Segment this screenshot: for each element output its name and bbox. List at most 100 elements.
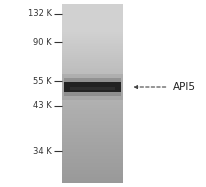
Bar xyxy=(62,166,123,167)
Bar xyxy=(62,13,123,14)
Bar xyxy=(62,68,123,69)
Bar xyxy=(62,16,123,17)
Bar xyxy=(62,71,123,72)
Bar xyxy=(62,159,123,160)
Text: 55 K: 55 K xyxy=(33,77,52,86)
Bar xyxy=(62,30,123,31)
Bar xyxy=(62,102,123,103)
Bar xyxy=(62,82,123,83)
Bar xyxy=(62,140,123,141)
Bar xyxy=(62,123,123,124)
Bar xyxy=(62,98,123,99)
Bar xyxy=(62,141,123,142)
Bar xyxy=(62,36,123,37)
Bar xyxy=(62,52,123,53)
Bar xyxy=(62,164,123,165)
Bar xyxy=(62,38,123,39)
Bar xyxy=(62,58,123,59)
Bar xyxy=(62,163,123,164)
Bar xyxy=(62,64,123,65)
Bar xyxy=(62,145,123,146)
Bar xyxy=(62,167,123,168)
Bar xyxy=(62,79,123,80)
Bar xyxy=(62,77,123,78)
Bar xyxy=(62,69,123,70)
Bar xyxy=(62,73,123,74)
Bar xyxy=(62,56,123,57)
Bar xyxy=(62,78,123,79)
Bar xyxy=(62,42,123,43)
Bar xyxy=(62,177,123,178)
Bar xyxy=(62,94,123,95)
Bar xyxy=(62,87,123,88)
Bar xyxy=(62,168,123,169)
Bar xyxy=(62,14,123,15)
Bar xyxy=(62,49,123,50)
Bar xyxy=(62,76,123,77)
Bar xyxy=(62,88,123,89)
Bar xyxy=(62,135,123,136)
Bar xyxy=(62,11,123,12)
Bar xyxy=(62,106,123,107)
Bar xyxy=(62,134,123,135)
Bar xyxy=(62,131,123,132)
Bar xyxy=(62,84,123,85)
Bar xyxy=(62,27,123,28)
Bar xyxy=(62,46,123,47)
Bar xyxy=(62,176,123,177)
Bar xyxy=(62,55,123,56)
Bar xyxy=(62,149,123,150)
Bar xyxy=(62,146,123,147)
Bar xyxy=(62,75,123,76)
Bar xyxy=(62,53,123,54)
Bar xyxy=(62,148,123,149)
Bar xyxy=(62,108,123,109)
Bar xyxy=(62,21,123,22)
Bar xyxy=(62,59,123,60)
Bar xyxy=(62,70,123,71)
Bar xyxy=(62,18,123,19)
Bar xyxy=(62,50,123,51)
Bar xyxy=(62,96,123,97)
Bar xyxy=(62,10,123,11)
Bar xyxy=(62,51,123,52)
Bar xyxy=(62,45,123,46)
Bar xyxy=(62,83,123,84)
Bar xyxy=(62,34,123,35)
Bar xyxy=(62,24,123,25)
Bar xyxy=(62,121,123,122)
Bar xyxy=(62,29,123,30)
Bar xyxy=(62,116,123,117)
Bar xyxy=(62,122,123,123)
Bar xyxy=(62,6,123,7)
Bar xyxy=(62,173,123,174)
Bar xyxy=(62,152,123,153)
Text: 132 K: 132 K xyxy=(28,9,52,18)
Bar xyxy=(62,118,123,119)
Bar xyxy=(62,57,123,58)
Bar xyxy=(62,65,123,66)
Bar xyxy=(62,175,123,176)
Bar xyxy=(62,136,123,137)
Bar xyxy=(62,172,123,173)
Bar xyxy=(62,85,123,86)
Bar xyxy=(62,44,123,45)
Bar xyxy=(62,31,123,32)
Bar xyxy=(62,161,123,162)
Bar xyxy=(62,130,123,131)
Bar xyxy=(62,67,123,68)
Bar xyxy=(62,101,123,102)
Bar xyxy=(62,142,123,143)
Bar xyxy=(62,114,123,115)
Bar xyxy=(62,181,123,182)
Bar xyxy=(62,144,123,145)
Bar xyxy=(62,171,123,172)
Bar xyxy=(62,40,123,41)
Text: API5: API5 xyxy=(173,82,195,92)
Bar xyxy=(62,63,123,64)
Bar xyxy=(62,126,123,127)
Bar xyxy=(62,37,123,38)
Bar xyxy=(62,143,123,144)
Bar xyxy=(62,86,123,87)
Bar xyxy=(62,119,123,120)
